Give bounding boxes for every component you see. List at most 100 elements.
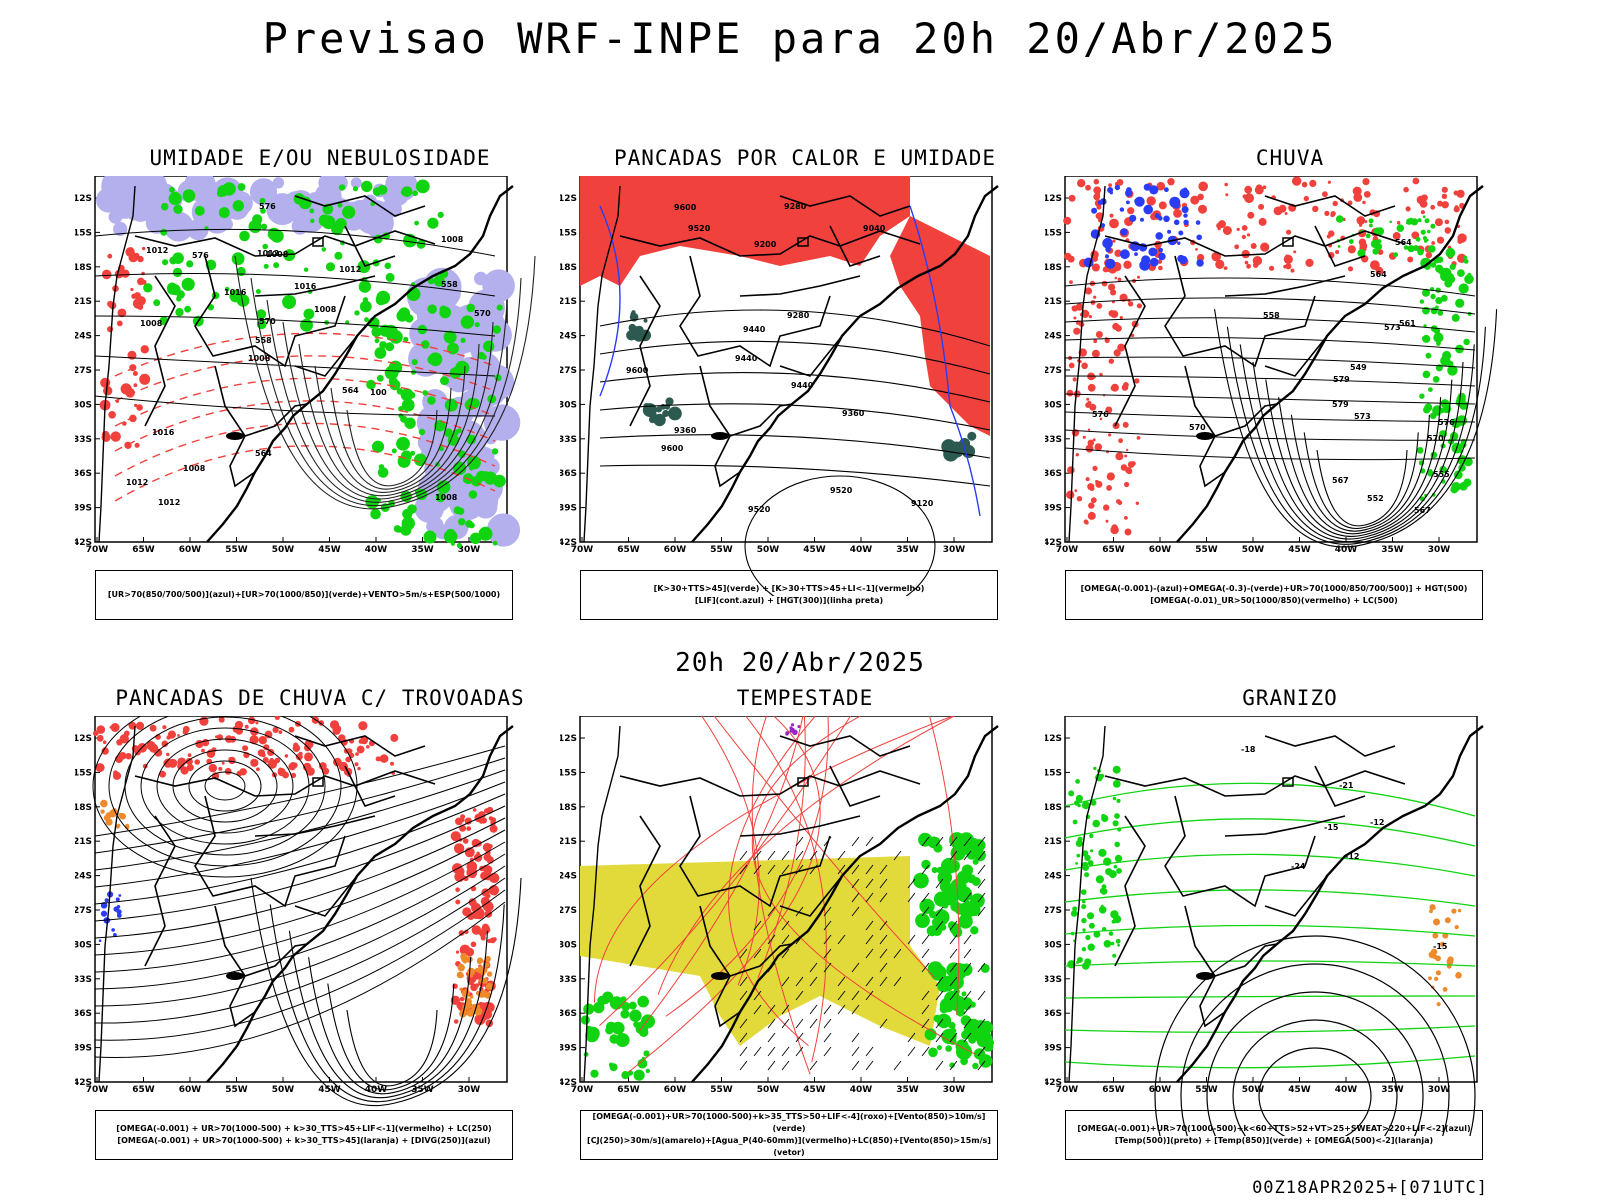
country-border <box>779 735 911 757</box>
field-cell <box>479 994 484 998</box>
streamline <box>1214 309 1498 548</box>
field-cell <box>1455 972 1462 979</box>
wind-vector <box>767 1060 776 1071</box>
field-cell <box>132 371 138 376</box>
field-cell <box>1181 206 1189 214</box>
field-cell <box>1430 223 1436 229</box>
field-cell <box>354 762 359 767</box>
field-cell <box>972 1062 979 1070</box>
wind-vector <box>739 864 748 875</box>
field-cell <box>242 745 249 752</box>
contour-label: 9600 <box>661 444 684 453</box>
map-frame <box>94 716 508 1083</box>
temp850-contour <box>1064 853 1476 877</box>
lon-label: 55W <box>1195 1085 1218 1095</box>
legend-line: [OMEGA(-0.001)-(azul)+OMEGA(-0.3)-(verde… <box>1080 584 1468 593</box>
field-cell <box>186 260 194 268</box>
field-cell <box>460 817 465 823</box>
contour-label: 576 <box>192 251 209 260</box>
field-cell <box>1093 930 1101 938</box>
field-cell <box>1429 412 1437 420</box>
field-cell <box>482 842 492 852</box>
field-cell <box>284 754 289 758</box>
jet-streamline <box>94 853 506 990</box>
streamline <box>346 1009 438 1087</box>
field-cell <box>379 754 389 763</box>
field-patch <box>456 953 494 1018</box>
field-cell <box>1269 265 1275 271</box>
field-patch <box>1063 176 1467 275</box>
field-cell <box>1095 875 1104 884</box>
field-cell <box>141 246 146 251</box>
field-cell <box>1224 182 1228 187</box>
field-cell <box>1172 201 1180 209</box>
field-cell <box>1077 179 1086 188</box>
field-cell <box>1450 485 1459 494</box>
field-cell <box>278 767 283 773</box>
lat-label: 24S <box>75 872 92 882</box>
field-cell <box>931 917 942 927</box>
field-cell <box>464 929 469 935</box>
field-cell <box>1425 249 1429 253</box>
wind-vector <box>767 1018 776 1029</box>
field-cell <box>1072 377 1077 382</box>
field-cell <box>1088 922 1095 929</box>
country-border <box>214 905 308 977</box>
temp500-contour <box>1206 991 1424 1136</box>
wind-vector <box>865 976 874 987</box>
streamline <box>250 277 522 507</box>
field-cell <box>1075 303 1084 311</box>
field-cell <box>293 742 299 748</box>
field-cell <box>1459 258 1465 263</box>
contour-label: 100 <box>370 388 387 397</box>
lon-label: 70W <box>86 1085 109 1095</box>
field-cell <box>1075 453 1079 457</box>
jet-streamline <box>94 781 506 888</box>
field-cell <box>946 962 962 978</box>
field-cell <box>404 417 416 429</box>
field-cell <box>928 836 940 849</box>
lon-label: 60W <box>179 545 202 555</box>
field-cell <box>160 202 169 211</box>
field-cell <box>258 736 267 745</box>
field-cell <box>465 520 473 528</box>
contour-label: 579 <box>1333 375 1350 384</box>
field-cell <box>444 398 458 412</box>
field-cell <box>1081 801 1090 810</box>
field-cell <box>1467 272 1472 277</box>
field-cell <box>1430 204 1436 210</box>
lon-label: 40W <box>1335 1085 1358 1095</box>
field-cell <box>1092 819 1100 828</box>
wind-vector <box>879 948 888 959</box>
field-cell <box>1246 263 1251 269</box>
field-cell <box>1124 252 1130 258</box>
lat-label: 27S <box>560 906 577 916</box>
field-cell <box>483 496 498 511</box>
wind-vector <box>963 962 972 973</box>
wind-vector <box>921 906 930 917</box>
contour-label: 1008 <box>140 319 163 328</box>
country-border <box>1314 225 1366 267</box>
wind-vector <box>851 1046 860 1057</box>
lon-label: 65W <box>1102 1085 1125 1095</box>
lon-label: 70W <box>571 1085 594 1095</box>
field-cell <box>103 386 113 396</box>
country-border <box>134 770 436 797</box>
wind-vector <box>739 948 748 959</box>
field-cell <box>1097 200 1102 205</box>
field-cell <box>433 353 438 358</box>
country-border <box>229 975 256 1028</box>
field-cell <box>1155 232 1163 240</box>
wind-vector <box>963 934 972 945</box>
field-cell <box>941 439 957 454</box>
field-cell <box>1353 193 1363 202</box>
field-cell <box>492 937 497 942</box>
field-cell <box>1433 918 1440 926</box>
field-cell <box>1457 269 1465 277</box>
divergence-contour <box>204 771 246 801</box>
contour-label: 9280 <box>784 202 807 211</box>
field-cell <box>1108 183 1112 187</box>
wind-vector <box>907 892 916 903</box>
field-cell <box>141 271 145 276</box>
